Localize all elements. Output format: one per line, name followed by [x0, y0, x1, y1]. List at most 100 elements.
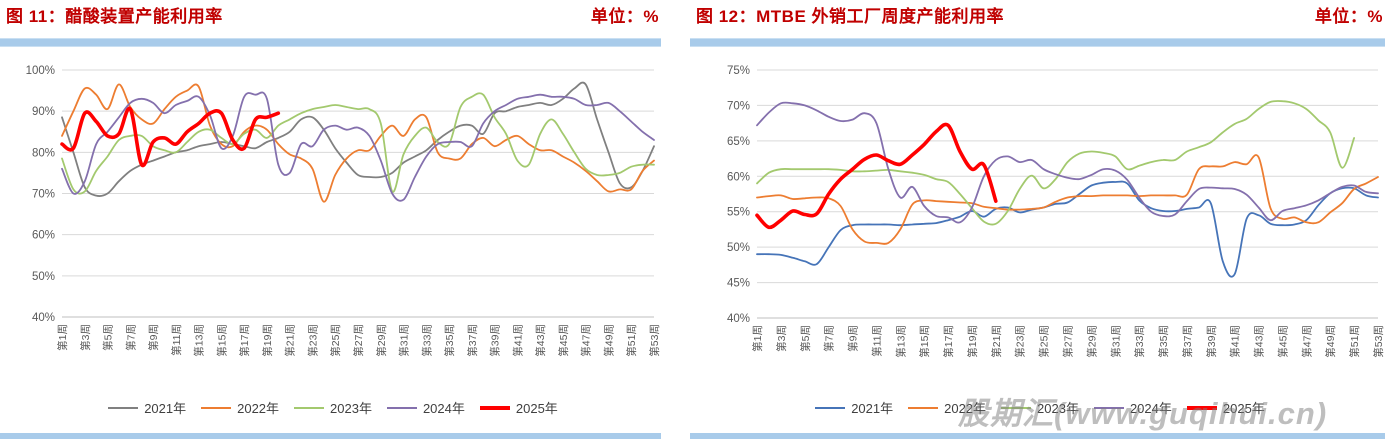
legend-item-2023年: 2023年: [293, 398, 372, 417]
x-axis-tick-label: 第45周: [557, 324, 570, 357]
x-axis-tick-label: 第39周: [489, 324, 502, 357]
x-axis-tick-label: 第5周: [102, 324, 115, 351]
y-axis-tick-label: 70%: [727, 100, 750, 112]
legend-line-sample: [1186, 405, 1217, 410]
x-axis-tick-label: 第21周: [284, 324, 297, 357]
legend-item-2021年: 2021年: [814, 398, 893, 417]
x-axis-tick-label: 第31周: [398, 324, 411, 357]
site-watermark: 股期汇(www.guqihui.cn): [958, 396, 1328, 431]
legend-label: 2021年: [851, 401, 894, 416]
legend-line-sample: [815, 406, 846, 409]
series-line-2024年: [61, 91, 655, 202]
x-axis-tick-label: 第21周: [990, 325, 1003, 358]
x-axis-tick-label: 第15周: [215, 324, 228, 357]
series-line-2025年: [60, 106, 281, 168]
legend-line-sample: [908, 406, 939, 409]
y-axis-tick-label: 50%: [32, 271, 55, 283]
series-line-2021年: [61, 81, 655, 197]
x-axis-tick-label: 第41周: [1229, 325, 1242, 358]
x-axis-tick-label: 第19周: [261, 324, 274, 357]
x-axis-tick-label: 第37周: [466, 324, 479, 357]
y-axis-tick-label: 70%: [32, 189, 55, 201]
figure-12-title-divider-bar: [690, 38, 1385, 47]
figure-12-panel: 图 12：MTBE 外销工厂周度产能利用率 单位：% 75% 70% 65% 60% 5…: [690, 0, 1389, 441]
legend-item-2023年: 2023年: [1000, 398, 1079, 417]
x-axis-tick-label: 第7周: [124, 324, 137, 351]
series-line-2023年: [756, 100, 1355, 226]
legend-label: 2021年: [144, 401, 187, 416]
y-axis-tick-label: 40%: [32, 312, 55, 324]
x-axis-tick-label: 第19周: [966, 325, 979, 358]
x-axis-tick-label: 第49周: [1324, 325, 1337, 358]
x-axis-tick-label: 第25周: [1038, 325, 1051, 358]
legend-label: 2024年: [422, 401, 465, 416]
x-axis-tick-label: 第47周: [580, 324, 593, 357]
figure-11-title-divider-bar: [0, 38, 661, 47]
figure-11-title: 图 11：醋酸装置产能利用率: [6, 7, 223, 26]
x-axis-tick-label: 第15周: [918, 325, 931, 358]
legend-line-sample: [1001, 406, 1032, 409]
y-axis-tick-label: 40%: [727, 313, 750, 325]
x-axis-tick-label: 第29周: [1085, 325, 1098, 358]
x-axis-tick-label: 第33周: [420, 324, 433, 357]
series-line-2024年: [756, 101, 1379, 224]
figure-11-panel: 图 11：醋酸装置产能利用率 单位：% 100% 90% 80% 70% 60% 50% 4…: [0, 0, 665, 441]
x-axis-tick-label: 第25周: [329, 324, 342, 357]
series-line-2021年: [756, 180, 1379, 278]
x-axis-tick-label: 第11周: [170, 324, 183, 356]
x-axis-tick-label: 第27周: [1062, 325, 1075, 358]
y-axis-tick-label: 45%: [727, 278, 750, 290]
series-line-2022年: [61, 83, 655, 203]
legend-label: 2022年: [944, 401, 987, 416]
legend-line-sample: [386, 406, 417, 409]
series-line-2023年: [61, 92, 655, 195]
x-axis-tick-label: 第47周: [1300, 325, 1313, 358]
legend-line-sample: [294, 406, 325, 409]
figure-11-bottom-bar: [0, 433, 661, 439]
x-axis-tick-label: 第17周: [942, 325, 955, 358]
x-axis-tick-label: 第7周: [823, 325, 836, 352]
x-axis-tick-label: 第43周: [534, 324, 547, 357]
series-line-2025年: [755, 122, 998, 230]
x-axis-tick-label: 第23周: [306, 324, 319, 357]
x-axis-tick-label: 第17周: [238, 324, 251, 357]
x-axis-tick-label: 第35周: [1157, 325, 1170, 358]
x-axis-tick-label: 第1周: [751, 325, 764, 352]
x-axis-tick-label: 第33周: [1133, 325, 1146, 358]
x-axis-tick-label: 第49周: [602, 324, 615, 357]
legend-item-2024年: 2024年: [386, 398, 465, 417]
figure-11-unit-label: 单位：%: [590, 7, 659, 26]
figure-12-line-chart: 75%70%65%60%55%50%45%40%第1周 第3周 第5周 第7周 第9周第…: [727, 65, 1385, 358]
x-axis-tick-label: 第3周: [775, 325, 788, 352]
y-axis-tick-label: 60%: [32, 230, 55, 242]
figure-11-line-chart: 100% 90% 80% 70% 60% 50% 40%第1周 第3周 第5周 第7周 第9周 第11…: [26, 65, 661, 357]
x-axis-tick-label: 第27周: [352, 324, 365, 357]
x-axis-tick-label: 第41周: [511, 324, 524, 357]
x-axis-tick-label: 第9周: [847, 325, 860, 352]
figure-12-title: 图 12：MTBE 外销工厂周度产能利用率: [696, 7, 1005, 26]
legend-label: 2022年: [237, 401, 280, 416]
x-axis-tick-label: 第53周: [1372, 325, 1385, 358]
legend-item-2025年: 2025年: [1186, 398, 1265, 417]
figure-12-legend: 2021年 2022年 2023年 2024年 2025年: [690, 398, 1389, 417]
x-axis-tick-label: 第53周: [648, 324, 661, 357]
figure-12-unit-label: 单位：%: [1314, 7, 1383, 26]
x-axis-tick-label: 第5周: [799, 325, 812, 352]
series-line-2022年: [756, 154, 1379, 245]
y-axis-tick-label: 65%: [727, 136, 750, 148]
x-axis-tick-label: 第23周: [1014, 325, 1027, 358]
figure-12-title-row: 图 12：MTBE 外销工厂周度产能利用率 单位：%: [696, 2, 1383, 28]
legend-label: 2025年: [1222, 401, 1265, 416]
legend-label: 2023年: [330, 401, 372, 416]
x-axis-tick-label: 第35周: [443, 324, 456, 357]
y-axis-tick-label: 80%: [32, 147, 55, 159]
legend-line-sample: [1093, 406, 1124, 409]
y-axis-tick-label: 55%: [727, 207, 750, 219]
x-axis-tick-label: 第1周: [56, 324, 69, 351]
x-axis-tick-label: 第11周: [870, 325, 883, 357]
legend-label: 2023年: [1037, 401, 1079, 416]
y-axis-tick-label: 50%: [727, 242, 750, 254]
x-axis-tick-label: 第9周: [147, 324, 160, 351]
legend-item-2022年: 2022年: [200, 398, 279, 417]
